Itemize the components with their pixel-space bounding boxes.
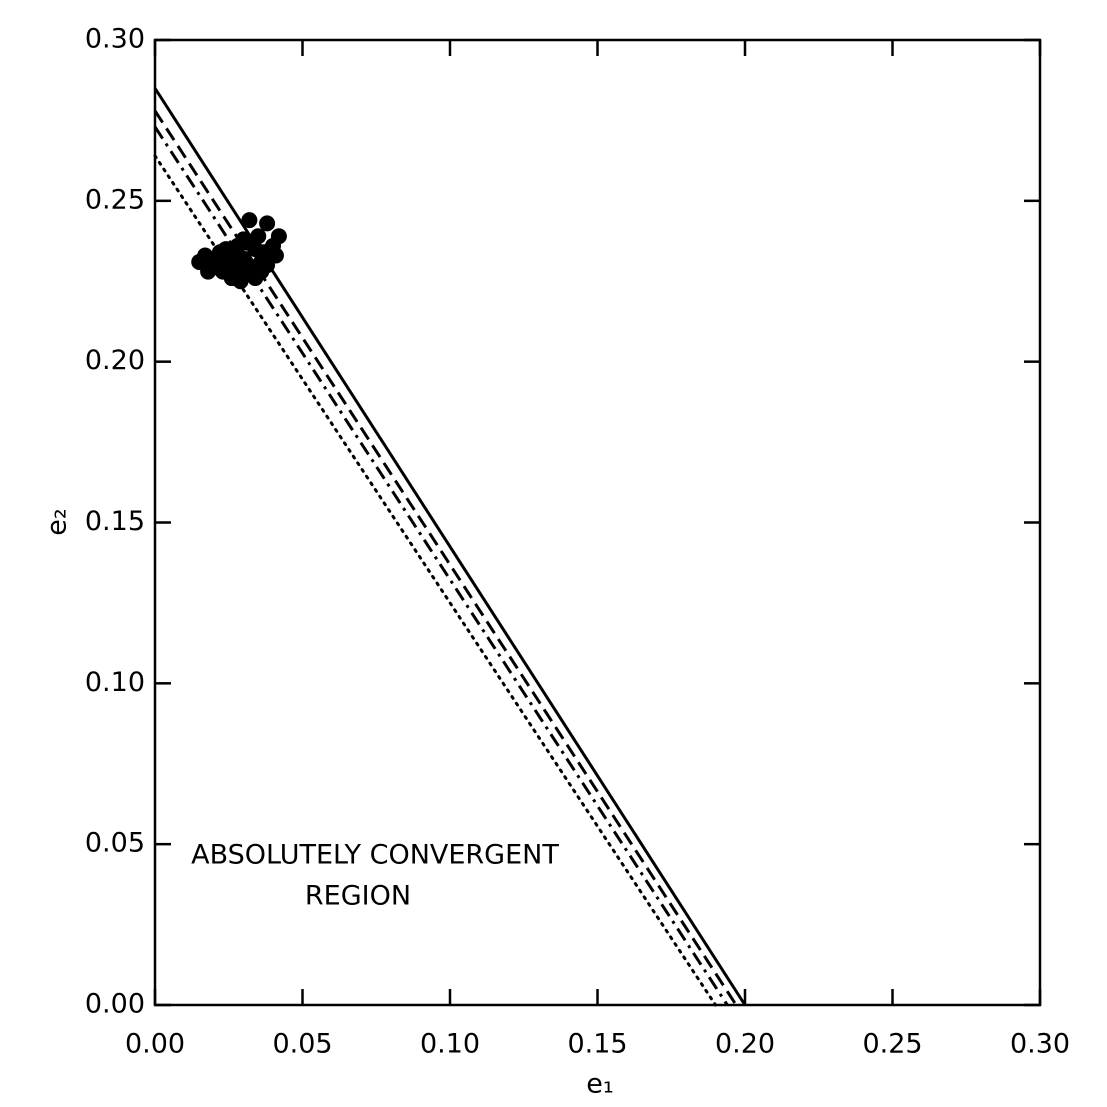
annotation: REGION: [305, 881, 411, 912]
annotation: ABSOLUTELY CONVERGENT: [191, 840, 559, 871]
point: [250, 228, 267, 245]
y-tick-label: 0.20: [85, 345, 145, 376]
point: [217, 241, 234, 258]
point: [241, 212, 258, 229]
x-tick-label: 0.25: [862, 1029, 922, 1060]
x-tick-label: 0.10: [420, 1029, 480, 1060]
y-tick-label: 0.30: [85, 24, 145, 55]
y-tick-label: 0.10: [85, 667, 145, 698]
x-tick-label: 0.20: [715, 1029, 775, 1060]
y-axis-label: e₂: [42, 508, 73, 535]
y-tick-label: 0.00: [85, 989, 145, 1020]
boundary-line: [153, 109, 738, 1006]
y-tick-label: 0.15: [85, 506, 145, 537]
point: [235, 231, 252, 248]
x-tick-label: 0.00: [125, 1029, 185, 1060]
point: [223, 257, 240, 274]
x-tick-label: 0.15: [567, 1029, 627, 1060]
point: [259, 215, 276, 232]
y-tick-label: 0.05: [85, 828, 145, 859]
x-tick-label: 0.05: [272, 1029, 332, 1060]
point: [267, 247, 284, 264]
point: [200, 263, 217, 280]
y-tick-label: 0.25: [85, 184, 145, 215]
boundary-line: [153, 154, 717, 1007]
x-axis-label: e₁: [586, 1069, 613, 1100]
x-tick-label: 0.30: [1010, 1029, 1070, 1060]
point: [270, 228, 287, 245]
